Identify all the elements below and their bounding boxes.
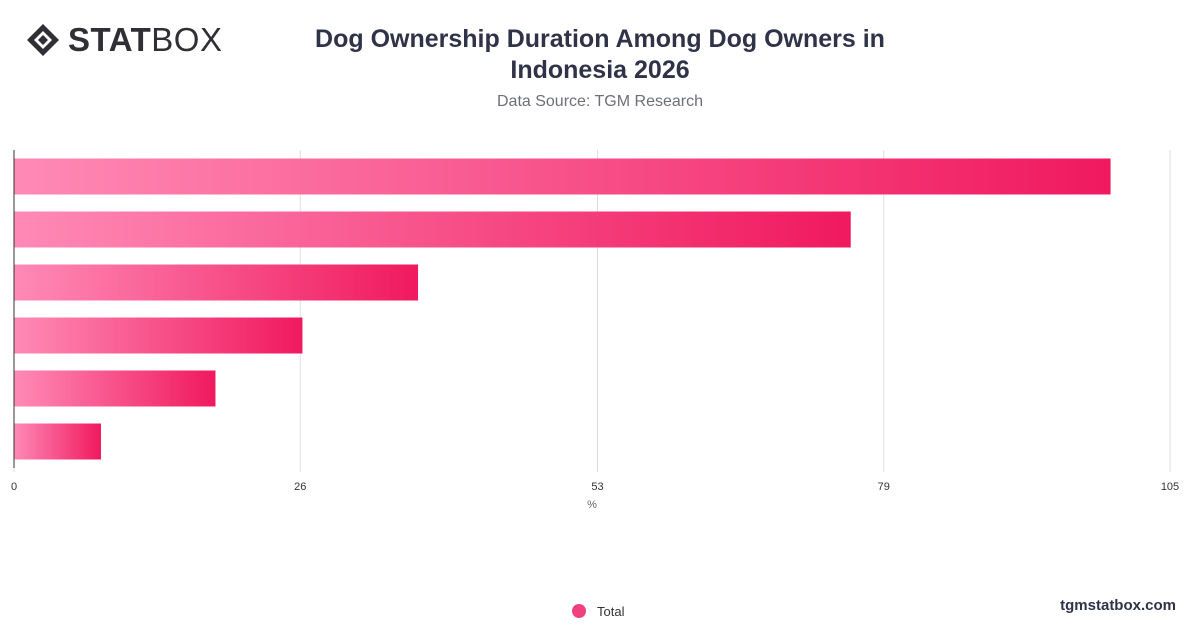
x-tick-label: 53 [591, 481, 603, 493]
statbox-logo[interactable]: STATBOX [26, 22, 222, 58]
website-text: tgmstatbox.com [1060, 597, 1176, 614]
legend-marker [572, 604, 586, 618]
bar[interactable] [14, 370, 216, 407]
x-tick-label: 79 [878, 481, 890, 493]
bars [14, 158, 1111, 460]
diamond-logo-icon [27, 24, 59, 56]
logo-wordmark: STATBOX [68, 22, 222, 58]
logo-light-text: BOX [151, 21, 223, 58]
chart-title: Dog Ownership Duration Among Dog Owners … [315, 25, 885, 84]
grid-lines [299, 150, 1171, 468]
bar[interactable] [14, 158, 1111, 195]
logo-bold-text: STAT [68, 21, 152, 58]
axes: 0 26 53 79 105 [11, 150, 1179, 493]
chart-subtitle: Data Source: TGM Research [496, 93, 703, 110]
legend-label-total: Total [597, 603, 625, 619]
legend[interactable]: Total [572, 603, 624, 619]
x-tick-label: 0 [11, 481, 17, 493]
x-axis-label: % [587, 499, 597, 511]
x-tick-label: 26 [294, 481, 306, 493]
bar[interactable] [14, 423, 101, 460]
bar[interactable] [14, 211, 851, 248]
bar[interactable] [14, 264, 419, 301]
x-tick-label: 105 [1161, 481, 1179, 493]
bar[interactable] [14, 317, 303, 354]
